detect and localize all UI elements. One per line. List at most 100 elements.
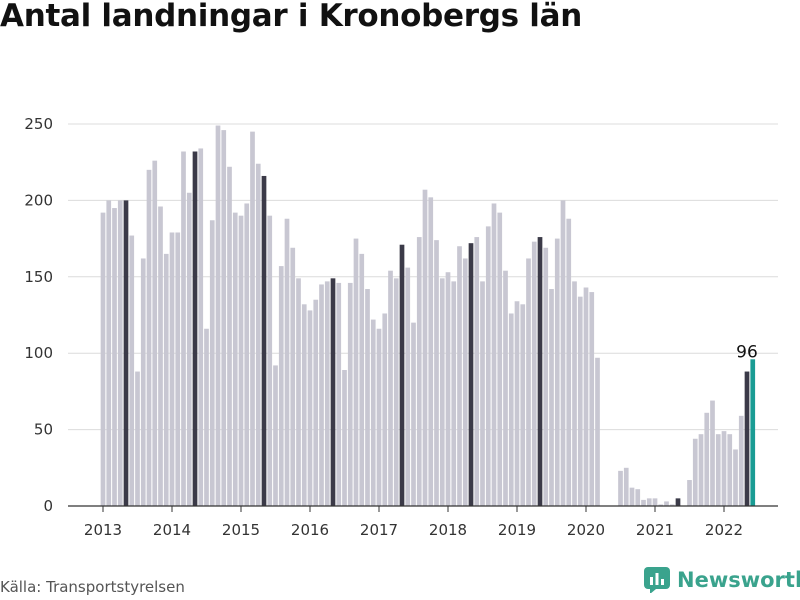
bar [158,206,163,506]
bar [393,278,399,506]
bar [721,431,727,506]
bar [250,131,255,506]
bar [290,247,296,506]
bar [641,499,646,506]
bar [738,415,744,506]
bar [307,310,313,506]
bar [497,212,503,506]
bar [623,467,629,506]
bar [117,200,123,506]
bar [750,359,756,506]
bar [434,240,439,506]
bar [727,434,733,506]
bar [296,278,301,506]
bar [244,203,250,506]
bar [480,281,485,506]
bar [112,208,117,507]
bar [227,166,232,506]
bar [669,504,675,506]
bar [215,125,221,506]
bar [301,304,307,506]
bar [255,163,261,507]
data-labels: 96 [736,343,758,363]
bar [388,270,393,506]
bar [692,438,698,506]
bar [106,200,112,506]
bar [192,151,198,506]
bar [376,328,382,506]
x-tick-label: 2016 [291,521,329,539]
bar [405,267,411,506]
bar [520,304,526,506]
bar [635,489,641,506]
bar [422,189,428,506]
bar [169,232,175,507]
bar [560,200,566,506]
bar [744,371,750,506]
bar [267,215,273,506]
bar [652,498,658,506]
x-axis: 2013 2014 2015 2016 2017 2018 2019 2020 2021 2022 [68,505,778,539]
bar [554,238,560,506]
x-tick-label: 2015 [222,521,260,539]
source-note: Källa: Transportstyrelsen [0,578,185,596]
bar [537,237,543,506]
bar [572,281,577,506]
bar [232,212,238,506]
bar [198,148,204,506]
bar [583,287,589,506]
y-tick-label: 100 [24,344,53,362]
y-tick-label: 50 [34,421,53,439]
bar [163,253,169,506]
bar [675,498,681,506]
brand-logo[interactable]: Newsworthy [644,567,800,593]
bar [123,200,129,506]
bar [186,192,192,506]
bar [646,498,652,506]
bar [359,253,365,506]
bar [140,258,146,506]
bar [658,504,664,506]
bar [514,301,520,506]
bar [577,296,583,506]
bar [313,299,319,506]
bar [411,322,416,506]
bar [353,238,359,506]
bar [629,487,635,506]
bar [733,449,738,506]
bar [152,160,158,507]
bar [209,220,215,506]
bar [181,151,186,506]
bar [704,412,710,506]
bar [428,197,434,506]
bar [261,175,267,506]
bar [715,434,721,506]
bar [485,226,491,506]
x-tick-label: 2017 [360,521,398,539]
bar [336,282,342,506]
bar [451,281,457,506]
bar [618,470,623,506]
newsworthy-logo-icon [644,567,670,593]
x-tick-label: 2014 [153,521,191,539]
data-label: 96 [736,343,758,363]
y-axis: 0 50 100 150 200 250 [24,115,53,515]
y-tick-label: 0 [43,497,53,515]
bar [347,282,353,506]
bar [549,289,554,506]
bar [445,272,451,506]
bar [324,281,330,506]
bar [508,313,514,506]
bar [129,235,135,507]
bar [135,371,140,506]
x-tick-label: 2013 [84,521,122,539]
x-tick-label: 2022 [705,521,743,539]
bar [365,289,370,506]
bar [175,232,181,507]
bar [595,357,600,506]
bar [146,169,152,506]
x-tick-label: 2020 [567,521,605,539]
bars [100,125,756,507]
bar [330,278,336,506]
brand-name: Newsworthy [677,568,800,592]
